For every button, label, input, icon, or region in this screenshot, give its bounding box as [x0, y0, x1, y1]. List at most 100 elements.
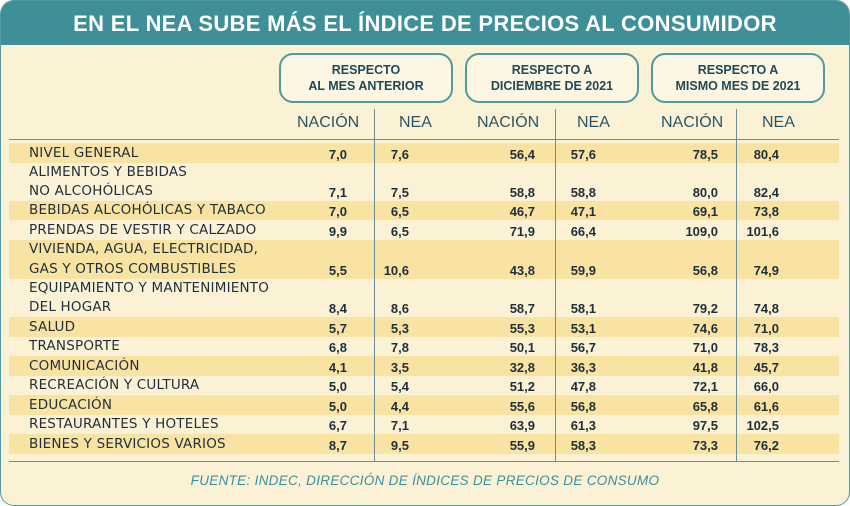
cell-value: 58,8: [509, 185, 535, 200]
group-header-same-month-2021: RESPECTO A MISMO MES DE 2021: [651, 53, 825, 103]
cell-value: 74,8: [753, 301, 779, 316]
cell-value: 8,6: [390, 301, 409, 316]
column-header-nea: NEA: [399, 114, 432, 131]
cell-value: 74,6: [692, 321, 718, 336]
cell-value: 5,3: [390, 321, 409, 336]
cell-value: 6,7: [328, 418, 347, 433]
row-band: [9, 434, 839, 454]
row-band: [9, 317, 839, 337]
cell-value: 65,8: [692, 399, 718, 414]
row-label: BIENES Y SERVICIOS VARIOS: [29, 436, 226, 452]
cell-value: 4,4: [390, 399, 409, 414]
row-band: [9, 143, 839, 163]
cell-value: 9,9: [328, 224, 347, 239]
row-label: RECREACIÓN Y CULTURA: [29, 377, 200, 393]
row-label: NIVEL GENERAL: [29, 145, 139, 161]
cell-value: 82,4: [753, 185, 779, 200]
cell-value: 58,1: [570, 301, 596, 316]
cell-value: 58,3: [570, 438, 596, 453]
cell-value: 66,4: [570, 224, 596, 239]
cell-value: 72,1: [692, 379, 718, 394]
cell-value: 69,1: [692, 204, 718, 219]
cell-value: 109,0: [685, 224, 718, 239]
row-label: BEBIDAS ALCOHÓLICAS Y TABACO: [29, 202, 266, 218]
row-label: VIVIENDA, AGUA, ELECTRICIDAD,: [29, 241, 259, 257]
cell-value: 50,1: [509, 340, 535, 355]
cell-value: 47,8: [570, 379, 596, 394]
cell-value: 6,8: [328, 340, 347, 355]
column-header-nea: NEA: [577, 114, 610, 131]
cell-value: 74,9: [753, 263, 779, 278]
header-divider: [9, 139, 839, 140]
source-note: FUENTE: INDEC, DIRECCIÓN DE ÍNDICES DE P…: [190, 473, 660, 488]
cell-value: 73,8: [753, 204, 779, 219]
column-divider: [736, 109, 737, 461]
cell-value: 63,9: [509, 418, 535, 433]
cell-value: 71,0: [692, 340, 718, 355]
column-header-nea: NEA: [762, 114, 795, 131]
cell-value: 73,3: [692, 438, 718, 453]
row-label-continuation: GAS Y OTROS COMBUSTIBLES: [29, 261, 237, 277]
cell-value: 80,0: [692, 185, 718, 200]
cell-value: 5,0: [328, 399, 347, 414]
cell-value: 51,2: [509, 379, 535, 394]
row-band: [9, 356, 839, 376]
row-label: ALIMENTOS Y BEBIDAS: [29, 164, 188, 180]
row-label: TRANSPORTE: [29, 338, 120, 354]
row-label: SALUD: [29, 319, 76, 335]
cell-value: 8,4: [328, 301, 347, 316]
row-label: PRENDAS DE VESTIR Y CALZADO: [29, 222, 257, 238]
table-bottom-divider: [9, 461, 839, 462]
group-header-line1: RESPECTO A: [511, 63, 593, 77]
cell-value: 56,7: [570, 340, 596, 355]
table-title: EN EL NEA SUBE MÁS EL ÍNDICE DE PRECIOS …: [1, 1, 849, 45]
cell-value: 56,8: [570, 399, 596, 414]
group-header-line2: AL MES ANTERIOR: [308, 79, 424, 93]
cell-value: 61,3: [570, 418, 596, 433]
cell-value: 5,4: [390, 379, 409, 394]
cell-value: 59,9: [570, 263, 596, 278]
cell-value: 7,0: [328, 204, 347, 219]
cell-value: 53,1: [570, 321, 596, 336]
cell-value: 56,8: [692, 263, 718, 278]
cell-value: 45,7: [753, 360, 779, 375]
cell-value: 7,1: [390, 418, 409, 433]
cell-value: 5,5: [328, 263, 347, 278]
cell-value: 41,8: [692, 360, 718, 375]
cell-value: 10,6: [383, 263, 409, 278]
column-divider: [374, 109, 375, 461]
group-header-line2: MISMO MES DE 2021: [675, 79, 801, 93]
cell-value: 6,5: [390, 224, 409, 239]
cell-value: 5,7: [328, 321, 347, 336]
row-label: EDUCACIÓN: [29, 397, 113, 413]
row-label-continuation: DEL HOGAR: [29, 299, 112, 315]
group-header-line1: RESPECTO: [331, 63, 401, 77]
cell-value: 7,6: [390, 147, 409, 162]
row-label: EQUIPAMIENTO Y MANTENIMIENTO: [29, 280, 270, 296]
cell-value: 7,1: [328, 185, 347, 200]
cell-value: 9,5: [390, 438, 409, 453]
group-header-december-2021: RESPECTO A DICIEMBRE DE 2021: [465, 53, 639, 103]
cell-value: 57,6: [570, 147, 596, 162]
cell-value: 8,7: [328, 438, 347, 453]
cell-value: 66,0: [753, 379, 779, 394]
cell-value: 43,8: [509, 263, 535, 278]
cell-value: 78,3: [753, 340, 779, 355]
cell-value: 32,8: [509, 360, 535, 375]
group-header-line1: RESPECTO A: [697, 63, 779, 77]
cell-value: 36,3: [570, 360, 596, 375]
cell-value: 56,4: [509, 147, 535, 162]
cell-value: 47,1: [570, 204, 596, 219]
cell-value: 58,8: [570, 185, 596, 200]
cell-value: 5,0: [328, 379, 347, 394]
column-header-nacion: NACIÓN: [297, 114, 360, 131]
cell-value: 4,1: [328, 360, 347, 375]
cell-value: 78,5: [692, 147, 718, 162]
cell-value: 61,6: [753, 399, 779, 414]
cell-value: 71,0: [753, 321, 779, 336]
cell-value: 7,0: [328, 147, 347, 162]
row-label: COMUNICACIÓN: [29, 358, 140, 374]
cell-value: 6,5: [390, 204, 409, 219]
row-band: [9, 201, 839, 220]
